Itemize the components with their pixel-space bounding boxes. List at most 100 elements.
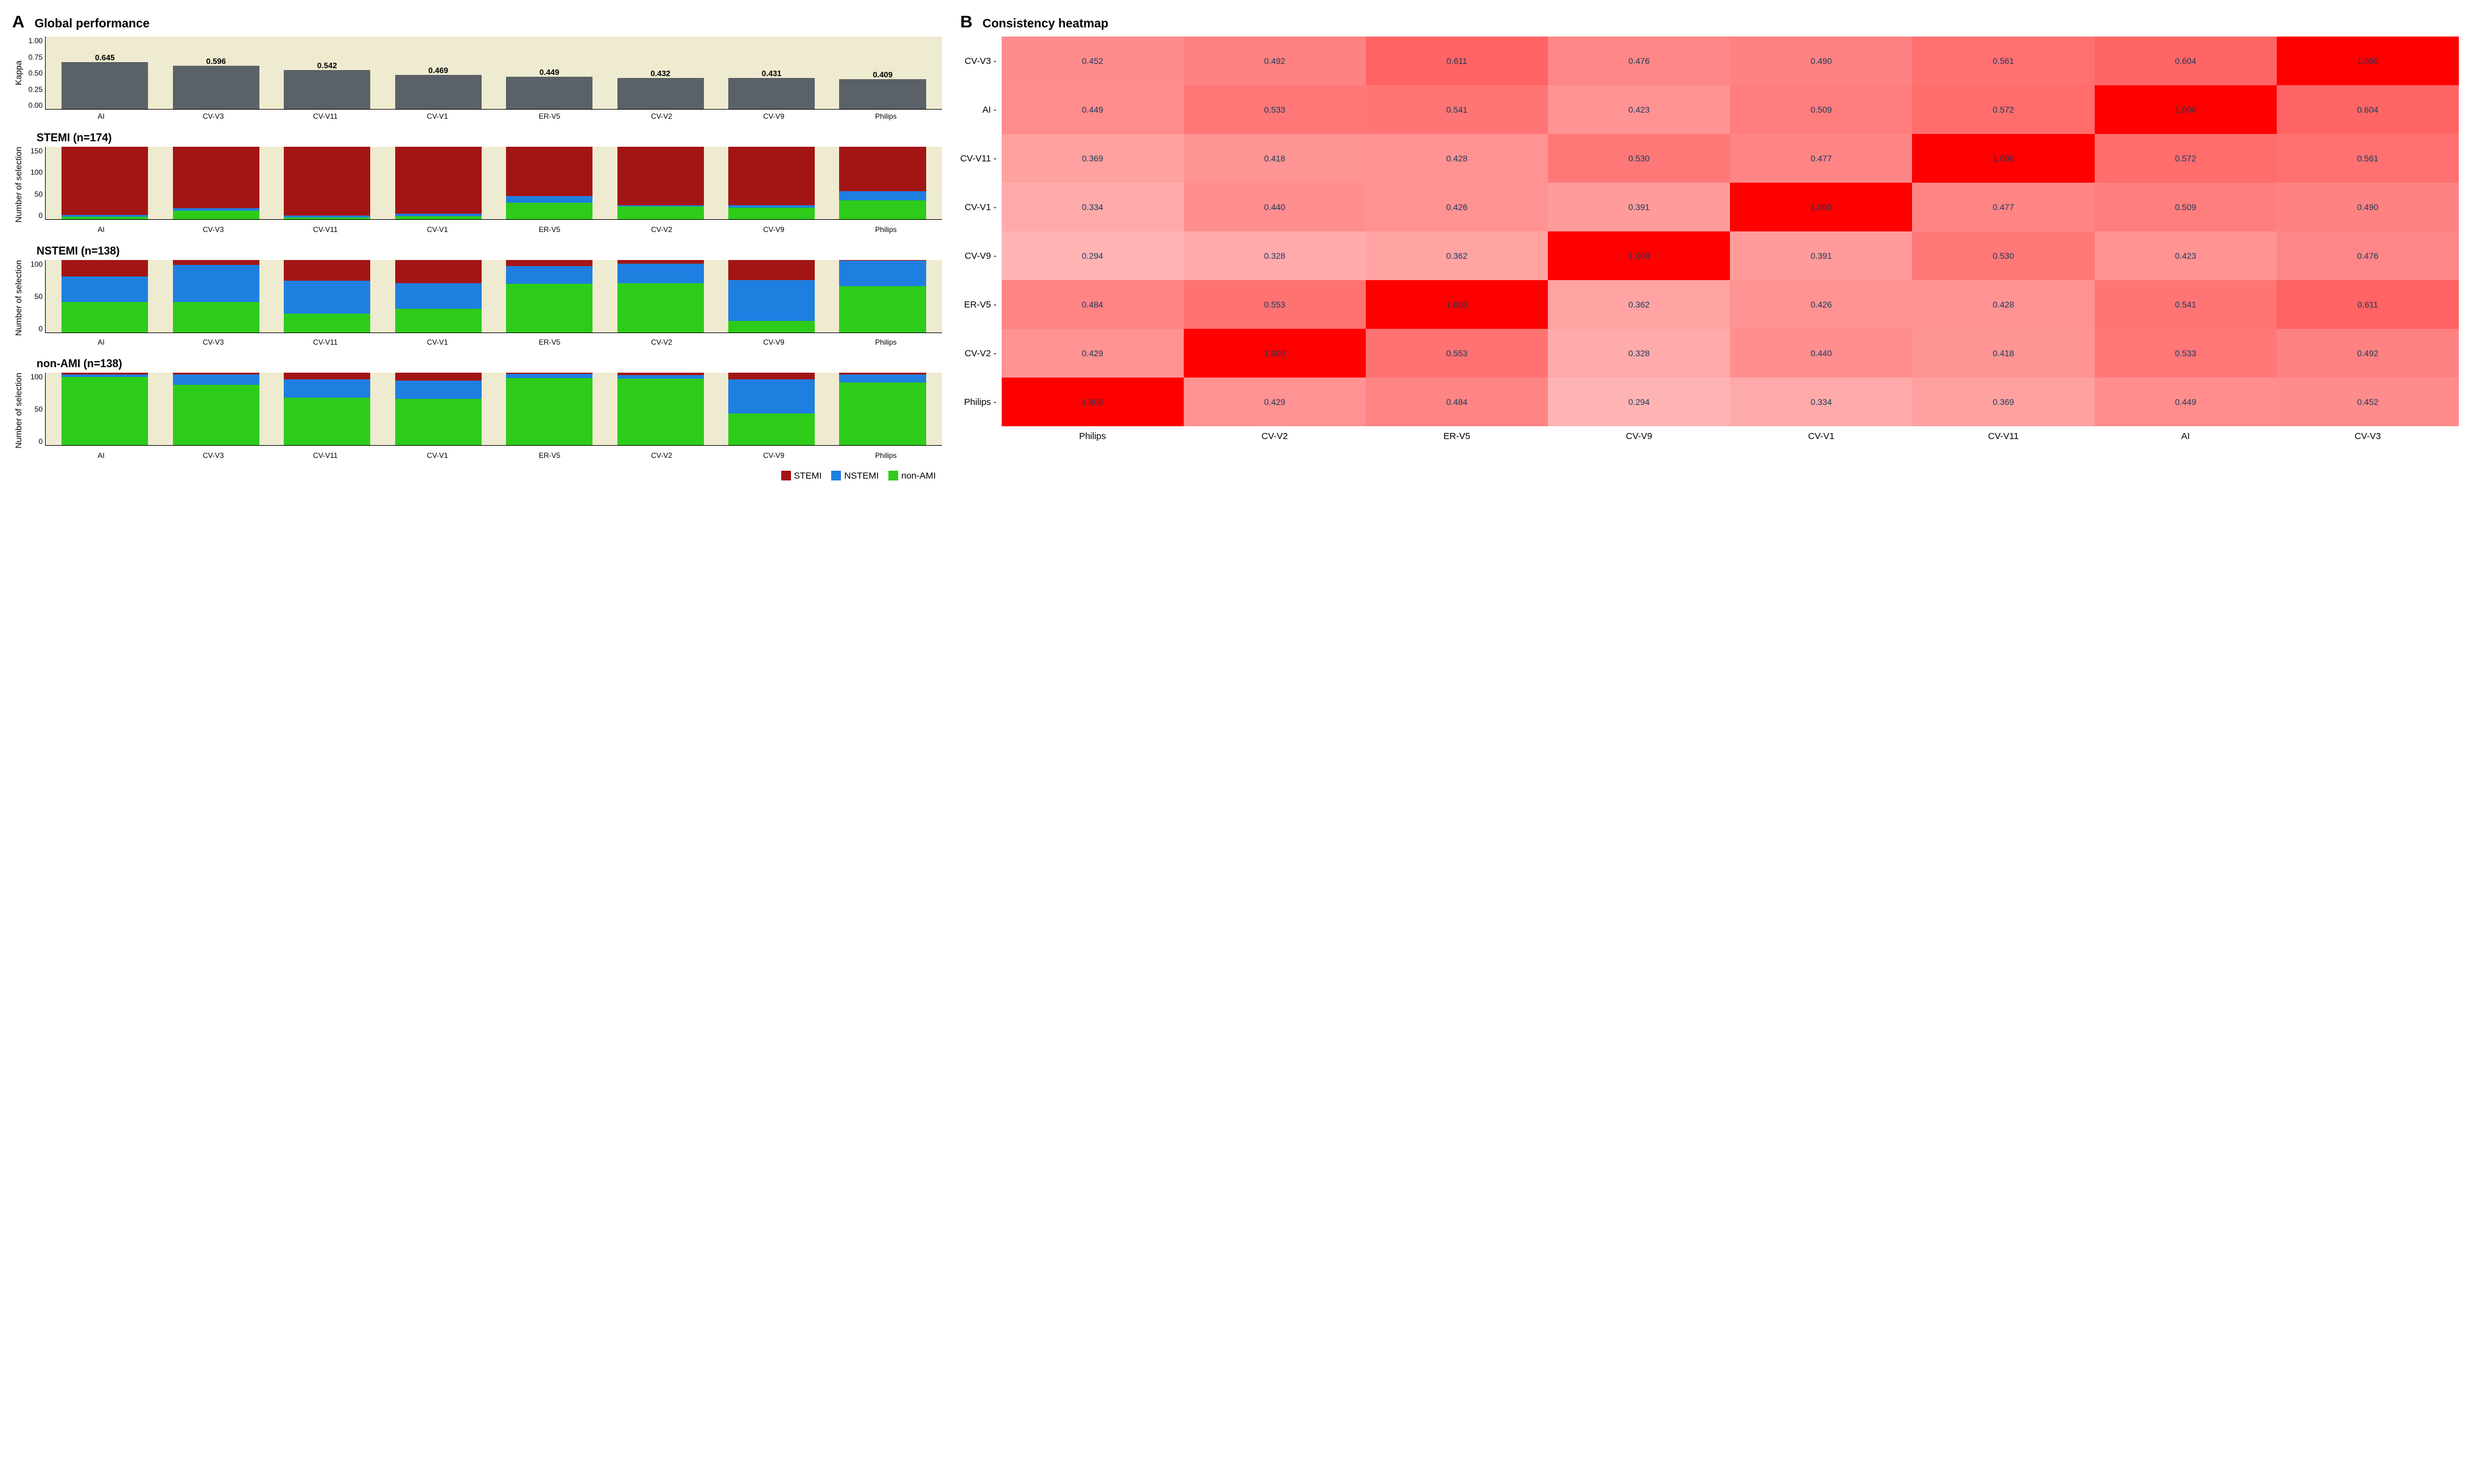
heatmap-y-label: CV-V11 -: [960, 153, 997, 164]
heatmap-x-label: CV-V9: [1548, 431, 1730, 441]
panel-b: B Consistency heatmap CV-V3 -AI -CV-V11 …: [960, 12, 2459, 481]
legend-item: non-AMI: [888, 471, 936, 481]
bar-slot: 0.645: [49, 37, 160, 109]
bar-slot: [49, 260, 160, 332]
x-ticks: AICV-V3CV-V11CV-V1ER-V5CV-V2CV-V9Philips: [45, 112, 942, 121]
bar-segment-nonAMI: [839, 200, 926, 219]
heatmap-y-label: Philips -: [964, 397, 996, 407]
bar-slot: 0.409: [827, 37, 938, 109]
bar: [284, 147, 370, 219]
bar-segment-STEMI: [617, 260, 704, 264]
bar-slot: [382, 260, 493, 332]
bar-slot: [272, 373, 382, 445]
heatmap-cell: 0.604: [2277, 85, 2459, 134]
bar: [173, 260, 259, 332]
bar-segment-nonAMI: [506, 203, 592, 219]
bar-segment-NSTEMI: [839, 375, 926, 382]
x-ticks: AICV-V3CV-V11CV-V1ER-V5CV-V2CV-V9Philips: [45, 451, 942, 460]
bar-segment-STEMI: [173, 260, 259, 266]
heatmap-x-label: CV-V3: [2277, 431, 2459, 441]
bar-value-label: 0.542: [317, 61, 337, 70]
heatmap-cell: 0.418: [1184, 134, 1366, 183]
bar: [395, 373, 482, 445]
heatmap-y-labels: CV-V3 -AI -CV-V11 -CV-V1 -CV-V9 -ER-V5 -…: [960, 37, 1002, 426]
heatmap-cell: 0.452: [1002, 37, 1184, 85]
heatmap-x-label: ER-V5: [1366, 431, 1548, 441]
heatmap-y-label: CV-V2 -: [965, 348, 997, 359]
bar-segment-nonAMI: [506, 284, 592, 332]
heatmap-cell: 0.490: [1730, 37, 1912, 85]
bar-segment-nonAMI: [728, 321, 815, 332]
bar-slot: [494, 147, 605, 219]
heatmap-cell: 0.477: [1912, 183, 2094, 231]
bar-segment: [506, 77, 592, 109]
heatmap-cell: 1.000: [2095, 85, 2277, 134]
bar: [617, 373, 704, 445]
panel-a-label: A: [12, 12, 24, 31]
bar-segment-NSTEMI: [173, 375, 259, 385]
bar: [617, 147, 704, 219]
bar-slot: [382, 373, 493, 445]
bar: [728, 373, 815, 445]
heatmap-cell: 1.000: [1912, 134, 2094, 183]
heatmap-cell: 0.530: [1548, 134, 1730, 183]
bar-segment-nonAMI: [395, 399, 482, 445]
figure: A Global performance Kappa1.000.750.500.…: [12, 12, 2459, 481]
bar-segment-nonAMI: [284, 314, 370, 332]
panel-b-title: Consistency heatmap: [983, 17, 1109, 30]
heatmap-x-label: Philips: [1002, 431, 1184, 441]
heatmap-cell: 1.000: [2277, 37, 2459, 85]
bar-segment-nonAMI: [395, 216, 482, 219]
heatmap-cell: 0.391: [1730, 231, 1912, 280]
bar-segment-NSTEMI: [173, 265, 259, 301]
heatmap-grid: 0.4520.4920.6110.4760.4900.5610.6041.000…: [1002, 37, 2459, 426]
heatmap-y-label: CV-V1 -: [965, 202, 997, 213]
heatmap-cell: 0.423: [1548, 85, 1730, 134]
heatmap-cell: 0.369: [1912, 378, 2094, 426]
heatmap-cell: 0.476: [2277, 231, 2459, 280]
bar-slot: [716, 147, 827, 219]
panel-a-header: A Global performance: [12, 12, 942, 32]
bar-segment-STEMI: [173, 147, 259, 208]
bar-segment-NSTEMI: [839, 261, 926, 286]
heatmap-cell: 0.541: [2095, 280, 2277, 329]
heatmap-cell: 0.561: [2277, 134, 2459, 183]
bar-segment-nonAMI: [617, 206, 704, 219]
bar: [617, 260, 704, 332]
bar-slot: [494, 373, 605, 445]
stacked-legend: STEMINSTEMInon-AMI: [12, 471, 942, 481]
x-ticks: AICV-V3CV-V11CV-V1ER-V5CV-V2CV-V9Philips: [45, 338, 942, 346]
heatmap-cell: 0.530: [1912, 231, 2094, 280]
panel-a-title: Global performance: [35, 17, 150, 30]
chart-title: NSTEMI (n=138): [37, 245, 942, 258]
bar-value-label: 0.449: [540, 68, 560, 77]
nstemi-chart: NSTEMI (n=138)Number of selection100500A…: [12, 245, 942, 347]
heatmap-cell: 0.490: [2277, 183, 2459, 231]
heatmap-cell: 0.484: [1002, 280, 1184, 329]
heatmap-cell: 0.426: [1366, 183, 1548, 231]
y-axis-label: Number of selection: [12, 147, 24, 223]
heatmap-y-label: CV-V3 -: [965, 56, 997, 66]
nonami-chart: non-AMI (n=138)Number of selection100500…: [12, 357, 942, 460]
bar-segment: [62, 62, 148, 109]
bar: [284, 373, 370, 445]
panel-b-header: B Consistency heatmap: [960, 12, 2459, 32]
bar: [62, 373, 148, 445]
bar: [395, 147, 482, 219]
heatmap-cell: 0.391: [1548, 183, 1730, 231]
heatmap-cell: 0.426: [1730, 280, 1912, 329]
bar: [173, 37, 259, 109]
bar-slot: 0.596: [160, 37, 271, 109]
bar-slot: 0.469: [382, 37, 493, 109]
panel-b-label: B: [960, 12, 972, 31]
bar-segment: [173, 66, 259, 109]
heatmap-cell: 0.334: [1002, 183, 1184, 231]
bar-segment-NSTEMI: [506, 374, 592, 378]
bar-segment-NSTEMI: [395, 283, 482, 308]
heatmap-cell: 0.541: [1366, 85, 1548, 134]
bar-segment-nonAMI: [395, 309, 482, 332]
bar-segment-nonAMI: [62, 302, 148, 332]
heatmap-cell: 0.362: [1548, 280, 1730, 329]
bar-segment-STEMI: [728, 260, 815, 281]
bar-slot: [827, 373, 938, 445]
